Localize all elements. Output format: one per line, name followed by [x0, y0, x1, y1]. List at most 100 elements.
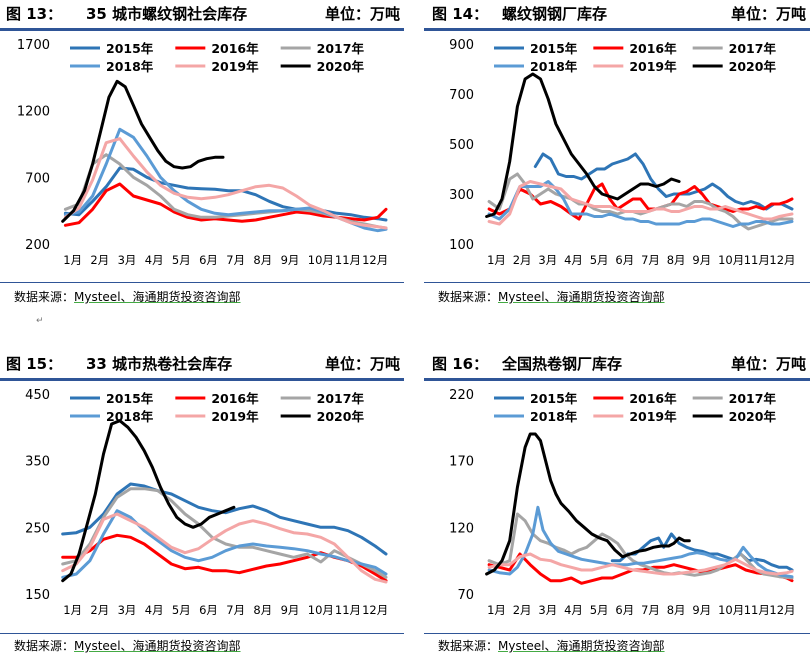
source-name: Mysteel、海通期货投资咨询部 — [498, 290, 665, 304]
x-tick-label: 3月 — [538, 603, 557, 617]
figure-unit: 单位：万吨 — [730, 5, 806, 23]
x-tick-label: 10月 — [308, 253, 334, 267]
x-tick-label: 5月 — [590, 253, 609, 267]
x-tick-label: 7月 — [641, 603, 660, 617]
title-rule — [0, 378, 404, 381]
x-tick-label: 2月 — [513, 253, 532, 267]
y-tick-label: 100 — [449, 238, 474, 253]
y-tick-label: 350 — [25, 455, 50, 470]
x-tick-label: 10月 — [308, 603, 334, 617]
figure-number: 图 14： — [432, 5, 489, 23]
x-tick-label: 5月 — [590, 603, 609, 617]
chart-panel-fig14: 图 14： 螺纹钢钢厂库存 单位：万吨 100 300 500 700 900 1月 2月 3… — [424, 0, 810, 310]
figure-title: 33 城市热卷社会库存 — [86, 355, 233, 373]
x-tick-label: 12月 — [769, 253, 795, 267]
y-tick-label: 120 — [449, 521, 474, 536]
x-tick-label: 8月 — [667, 603, 686, 617]
chart-panel-fig16: 图 16： 全国热卷钢厂库存 单位：万吨 70 120 170 220 1月 2月 3月 4月… — [424, 350, 810, 662]
series-line-2019年 — [61, 512, 388, 584]
legend-label: 2018年 — [530, 59, 578, 74]
y-tick-label: 450 — [25, 388, 50, 403]
x-tick-label: 2月 — [90, 253, 109, 267]
legend-label: 2020年 — [317, 59, 365, 74]
x-tick-label: 3月 — [118, 253, 137, 267]
x-tick-label: 9月 — [692, 253, 711, 267]
y-tick-label: 1700 — [17, 38, 50, 53]
legend-label: 2019年 — [211, 409, 259, 424]
x-tick-label: 1月 — [63, 253, 82, 267]
series-line-2018年 — [63, 127, 388, 233]
legend-label: 2017年 — [317, 391, 365, 406]
legend-label: 2020年 — [317, 409, 365, 424]
figure-title-bar: 图 14： 螺纹钢钢厂库存 单位：万吨 — [424, 0, 810, 24]
paragraph-mark: ↵ — [36, 316, 44, 326]
x-tick-label: 1月 — [487, 603, 506, 617]
legend-label: 2019年 — [629, 59, 677, 74]
source-name: Mysteel、海通期货投资咨询部 — [74, 290, 241, 304]
series-line-2015年 — [610, 532, 794, 572]
series-line-2019年 — [487, 180, 794, 226]
x-tick-label: 9月 — [281, 603, 300, 617]
y-tick-label: 500 — [449, 138, 474, 153]
y-tick-label: 700 — [449, 88, 474, 103]
legend-label: 2017年 — [729, 391, 777, 406]
legend-label: 2016年 — [629, 391, 677, 406]
legend-label: 2018年 — [106, 59, 154, 74]
legend-label: 2020年 — [729, 59, 777, 74]
series-line-2020年 — [485, 432, 691, 576]
source-prefix: 数据来源： — [14, 290, 75, 304]
series-line-2018年 — [61, 509, 388, 579]
x-tick-label: 3月 — [538, 253, 557, 267]
x-tick-label: 9月 — [281, 253, 300, 267]
y-tick-label: 900 — [449, 38, 474, 53]
legend-label: 2018年 — [106, 409, 154, 424]
chart-fig13: 200 700 1200 1700 1月 2月 3月 4月 5月 6月 7月 8月 9月 10月 11月 12… — [17, 38, 388, 267]
x-tick-label: 12月 — [362, 253, 388, 267]
chart-fig16: 70 120 170 220 1月 2月 3月 4月 5月 6月 7月 8月 9月 10月 11月 12月 20… — [449, 388, 795, 617]
x-tick-label: 1月 — [63, 603, 82, 617]
x-tick-label: 9月 — [692, 603, 711, 617]
source-prefix: 数据来源： — [438, 639, 499, 653]
source-rule — [0, 282, 404, 283]
data-source: 数据来源：Mysteel、海通期货投资咨询部 — [14, 288, 241, 305]
x-tick-label: 10月 — [718, 603, 744, 617]
x-tick-label: 8月 — [253, 603, 272, 617]
y-tick-label: 170 — [449, 455, 474, 470]
series-line-2020年 — [61, 79, 225, 223]
data-source: 数据来源：Mysteel、海通期货投资咨询部 — [438, 637, 665, 654]
figure-number: 图 16： — [432, 355, 489, 373]
legend-label: 2016年 — [211, 391, 259, 406]
y-tick-label: 150 — [25, 588, 50, 603]
source-rule — [424, 633, 810, 634]
x-tick-label: 2月 — [90, 603, 109, 617]
x-tick-label: 11月 — [335, 603, 361, 617]
source-prefix: 数据来源： — [14, 639, 75, 653]
source-prefix: 数据来源： — [438, 290, 499, 304]
legend-label: 2015年 — [106, 41, 154, 56]
series-line-2017年 — [487, 172, 794, 231]
figure-title: 螺纹钢钢厂库存 — [502, 5, 608, 23]
series-line-2018年 — [487, 180, 794, 228]
chart-panel-fig13: 图 13： 35 城市螺纹钢社会库存 单位：万吨 200 700 1200 1700 1… — [0, 0, 404, 310]
figure-unit: 单位：万吨 — [730, 355, 806, 373]
x-tick-label: 7月 — [226, 603, 245, 617]
legend-label: 2015年 — [106, 391, 154, 406]
x-tick-label: 5月 — [172, 603, 191, 617]
legend-label: 2017年 — [729, 41, 777, 56]
series-line-2020年 — [61, 419, 236, 583]
y-tick-label: 1200 — [17, 105, 50, 120]
source-name: Mysteel、海通期货投资咨询部 — [74, 639, 241, 653]
x-tick-label: 3月 — [118, 603, 137, 617]
legend-label: 2019年 — [629, 409, 677, 424]
figure-unit: 单位：万吨 — [324, 5, 400, 23]
x-tick-label: 4月 — [564, 253, 583, 267]
y-tick-label: 700 — [25, 171, 50, 186]
legend-label: 2017年 — [317, 41, 365, 56]
x-tick-label: 4月 — [145, 603, 164, 617]
x-tick-label: 11月 — [744, 253, 770, 267]
legend-label: 2016年 — [211, 41, 259, 56]
figure-number: 图 13： — [6, 5, 63, 23]
data-source: 数据来源：Mysteel、海通期货投资咨询部 — [438, 288, 665, 305]
figure-title-bar: 图 13： 35 城市螺纹钢社会库存 单位：万吨 — [0, 0, 404, 24]
y-tick-label: 200 — [25, 238, 50, 253]
